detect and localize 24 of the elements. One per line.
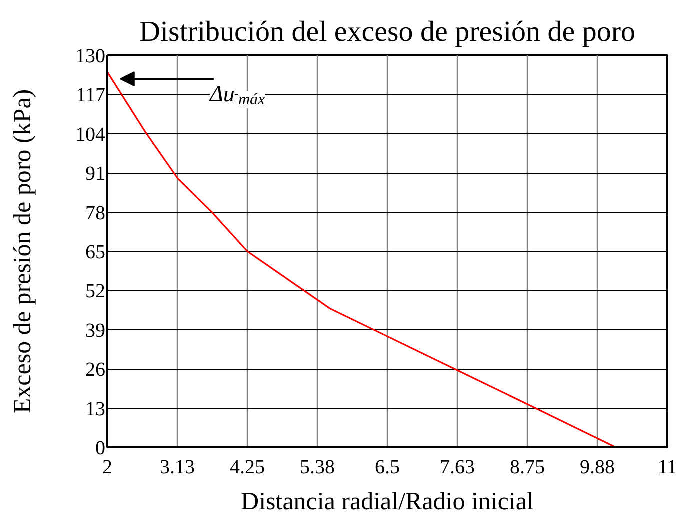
y-tick-label: 13 (86, 398, 106, 420)
x-tick-label: 3.13 (160, 456, 195, 478)
y-tick-label: 130 (76, 46, 106, 68)
x-tick-label: 2 (102, 456, 112, 478)
y-tick-label: 39 (86, 320, 106, 342)
line-series (108, 71, 617, 448)
x-tick-label: 6.5 (375, 456, 400, 478)
y-tick-label: 26 (86, 359, 106, 382)
x-tick-label: 4.25 (230, 456, 265, 478)
x-tick-label: 7.63 (440, 456, 475, 478)
x-axis-title: Distancia radial/Radio inicial (241, 488, 534, 516)
y-axis-title: Exceso de presión de poro (kPa) (10, 89, 36, 414)
x-tick-label: 5.38 (300, 456, 335, 478)
y-tick-label: 117 (76, 84, 106, 107)
y-tick-label: 65 (86, 242, 106, 264)
chart-title: Distribución del exceso de presión de poro (139, 16, 636, 48)
y-tick-label: 52 (86, 280, 106, 303)
y-tick-label: 78 (86, 202, 106, 224)
y-tick-label: 104 (76, 124, 106, 146)
x-tick-label: 9.88 (580, 456, 615, 478)
x-tick-label: 11 (658, 456, 678, 478)
x-tick-label: 8.75 (510, 456, 545, 478)
y-tick-label: 91 (86, 163, 106, 186)
y-tick-label: 0 (96, 438, 106, 460)
